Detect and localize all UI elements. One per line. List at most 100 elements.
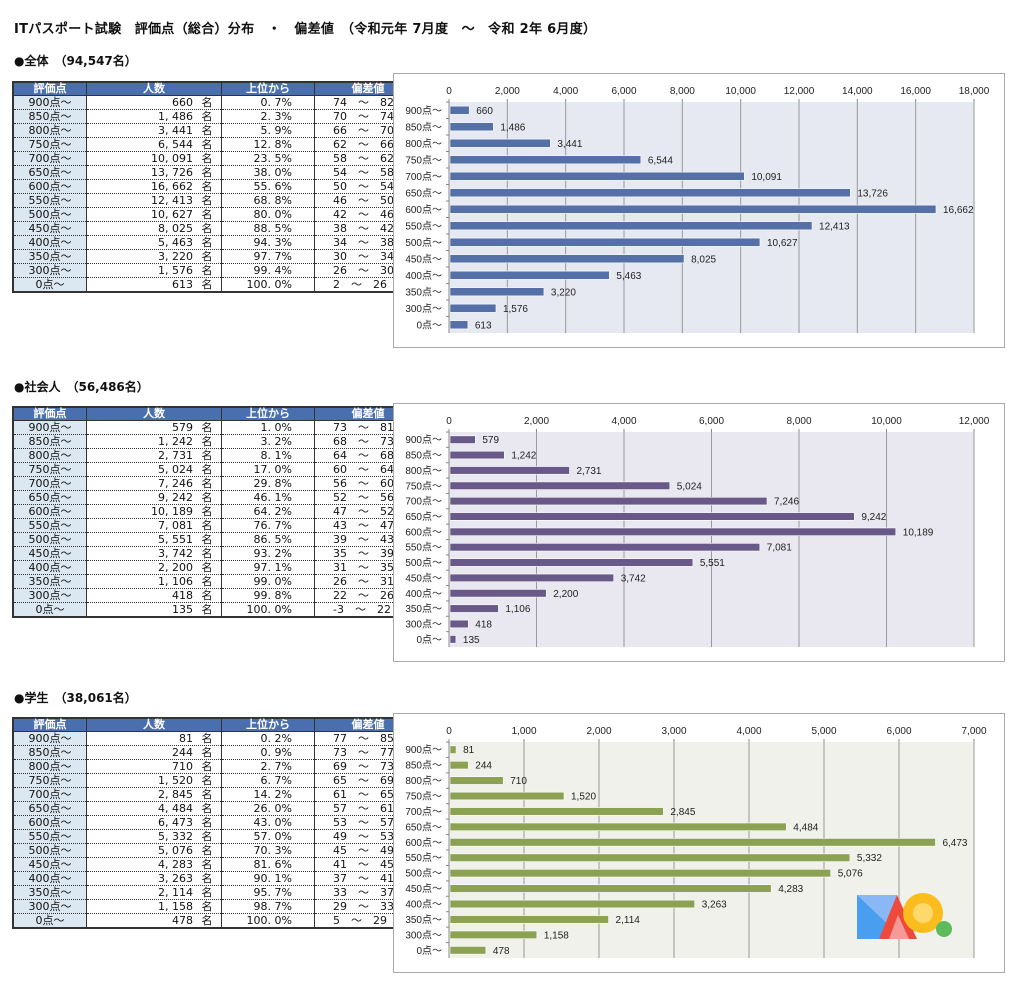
count-value: 478 <box>172 914 193 927</box>
x-tick-label: 10,000 <box>725 86 756 97</box>
table-row: 0点～ 613 名 100. 0% 2 ～ 26 <box>12 277 423 293</box>
y-tick-label: 800点～ <box>405 465 442 477</box>
x-tick-label: 8,000 <box>786 416 811 427</box>
data-label: 3,263 <box>702 900 727 911</box>
count-unit: 名 <box>201 603 213 616</box>
count-cell: 7, 081 名 <box>86 518 222 533</box>
count-unit: 名 <box>201 547 213 560</box>
table-row: 850点～ 1, 486 名 2. 3% 70 ～ 74 <box>12 109 423 124</box>
rank-cell: 94. 3% <box>221 235 315 250</box>
data-label: 1,158 <box>544 930 569 941</box>
count-value: 10, 627 <box>151 208 193 221</box>
distribution-table-overall: 評価点 人数 上位から 偏差値 900点～ 660 名 0. 7% 74 ～ 82 850点～ 1,… <box>12 81 423 293</box>
y-tick-label: 400点～ <box>405 899 442 911</box>
y-tick-label: 500点～ <box>405 868 442 880</box>
data-label: 6,473 <box>942 838 967 849</box>
bar <box>449 791 565 801</box>
table-row: 800点～ 710 名 2. 7% 69 ～ 73 <box>12 759 423 774</box>
count-unit: 名 <box>201 900 213 913</box>
count-unit: 名 <box>201 816 213 829</box>
bar <box>449 745 457 754</box>
score-cell: 500点～ <box>12 843 87 858</box>
x-tick-label: 8,000 <box>670 86 695 97</box>
table-row: 650点～ 4, 484 名 26. 0% 57 ～ 61 <box>12 801 423 816</box>
score-cell: 550点～ <box>12 829 87 844</box>
count-unit: 名 <box>201 872 213 885</box>
count-value: 135 <box>172 603 193 616</box>
data-label: 5,024 <box>677 481 702 492</box>
data-label: 4,484 <box>793 822 818 833</box>
x-tick-label: 10,000 <box>871 416 902 427</box>
y-tick-label: 350点～ <box>405 914 442 926</box>
rank-cell: 0. 2% <box>221 731 315 746</box>
table-row: 300点～ 1, 576 名 99. 4% 26 ～ 30 <box>12 263 423 278</box>
count-cell: 1, 486 名 <box>86 109 222 124</box>
table-row: 0点～ 478 名 100. 0% 5 ～ 29 <box>12 913 423 929</box>
count-value: 6, 473 <box>158 816 193 829</box>
count-value: 1, 242 <box>158 435 193 448</box>
rank-cell: 38. 0% <box>221 165 315 180</box>
count-value: 4, 484 <box>158 802 193 815</box>
count-unit: 名 <box>201 166 213 179</box>
table-row: 550点～ 5, 332 名 57. 0% 49 ～ 53 <box>12 829 423 844</box>
bar <box>449 930 538 940</box>
data-label: 81 <box>463 745 475 756</box>
count-unit: 名 <box>201 774 213 787</box>
count-value: 613 <box>172 278 193 291</box>
count-unit: 名 <box>201 505 213 518</box>
table-header-row: 評価点 人数 上位から 偏差値 <box>12 406 423 421</box>
x-tick-label: 5,000 <box>811 726 836 737</box>
data-label: 2,845 <box>670 807 695 818</box>
rank-cell: 6. 7% <box>221 773 315 788</box>
data-label: 13,726 <box>857 188 888 199</box>
count-cell: 5, 076 名 <box>86 843 222 858</box>
data-label: 244 <box>475 761 492 772</box>
rank-cell: 0. 7% <box>221 95 315 110</box>
table-row: 300点～ 418 名 99. 8% 22 ～ 26 <box>12 588 423 603</box>
score-cell: 600点～ <box>12 815 87 830</box>
y-tick-label: 850点～ <box>405 450 442 462</box>
count-value: 244 <box>172 746 193 759</box>
bar <box>449 496 768 506</box>
rank-cell: 93. 2% <box>221 546 315 561</box>
score-cell: 350点～ <box>12 885 87 900</box>
rank-cell: 8. 1% <box>221 448 315 463</box>
site-logo-icon <box>857 893 952 939</box>
data-label: 3,441 <box>557 139 582 150</box>
y-tick-label: 350点～ <box>405 603 442 615</box>
score-cell: 400点～ <box>12 235 87 250</box>
section-heading-students: ●学生 （38,061名） <box>14 691 137 705</box>
table-row: 300点～ 1, 158 名 98. 7% 29 ～ 33 <box>12 899 423 914</box>
table-row: 350点～ 1, 106 名 99. 0% 26 ～ 31 <box>12 574 423 589</box>
rank-cell: 100. 0% <box>221 913 315 929</box>
bar <box>449 254 685 264</box>
count-cell: 12, 413 名 <box>86 193 222 208</box>
count-cell: 2, 731 名 <box>86 448 222 463</box>
table-row: 500点～ 5, 551 名 86. 5% 39 ～ 43 <box>12 532 423 547</box>
data-label: 8,025 <box>691 254 716 265</box>
rank-cell: 14. 2% <box>221 787 315 802</box>
data-label: 6,544 <box>648 155 673 166</box>
data-label: 1,520 <box>571 792 596 803</box>
column-header: 人数 <box>86 406 222 421</box>
table-row: 400点～ 2, 200 名 97. 1% 31 ～ 35 <box>12 560 423 575</box>
column-header: 上位から <box>221 717 315 732</box>
count-cell: 135 名 <box>86 602 222 618</box>
bar <box>449 822 787 832</box>
count-value: 10, 189 <box>151 505 193 518</box>
score-cell: 450点～ <box>12 546 87 561</box>
count-value: 3, 220 <box>158 250 193 263</box>
rank-cell: 3. 2% <box>221 434 315 449</box>
count-cell: 5, 551 名 <box>86 532 222 547</box>
count-cell: 3, 742 名 <box>86 546 222 561</box>
y-tick-label: 850点～ <box>405 760 442 772</box>
chart-svg-overall: 0 2,000 4,000 6,000 8,000 10,000 12,000 14,000 1… <box>405 86 990 333</box>
table-row: 750点～ 6, 544 名 12. 8% 62 ～ 66 <box>12 137 423 152</box>
bar <box>449 604 499 613</box>
y-tick-label: 450点～ <box>405 572 442 584</box>
column-header: 評価点 <box>12 717 87 732</box>
bar <box>449 188 851 198</box>
count-value: 7, 246 <box>158 477 193 490</box>
bar <box>449 589 547 598</box>
count-unit: 名 <box>201 788 213 801</box>
